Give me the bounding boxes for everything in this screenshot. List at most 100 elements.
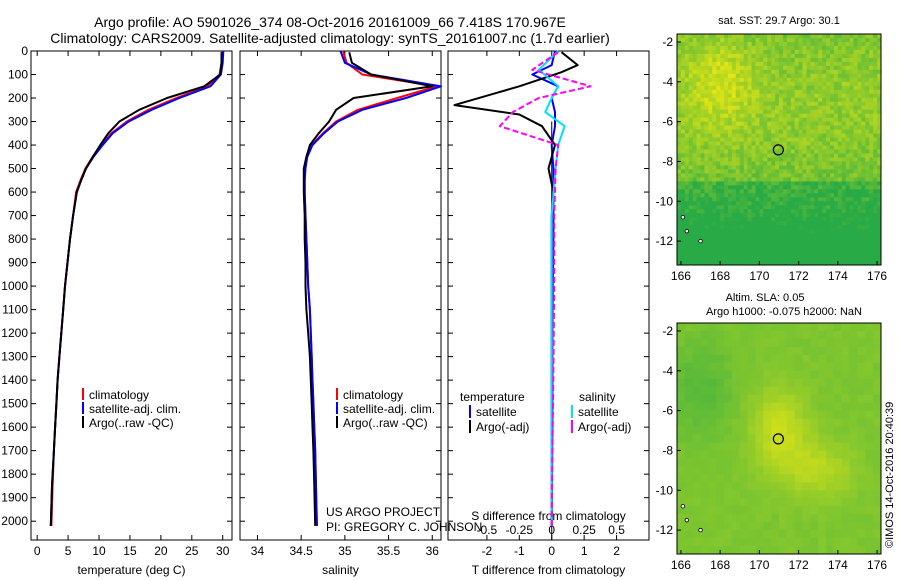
- map-cell: [837, 53, 843, 59]
- map-cell: [755, 113, 760, 119]
- map-cell: [692, 137, 697, 142]
- map-cell: [720, 185, 725, 190]
- map-cell: [861, 201, 866, 206]
- map-cell: [731, 418, 741, 427]
- map-cell: [708, 442, 717, 451]
- map-cell: [680, 89, 686, 95]
- map-cell: [755, 193, 760, 198]
- map-cell: [743, 209, 748, 214]
- map-cell: [692, 77, 697, 83]
- map-cell: [853, 233, 858, 238]
- map-cell: [810, 394, 819, 404]
- map-cell: [845, 133, 850, 138]
- map-cell: [704, 113, 709, 119]
- map-cell: [873, 442, 882, 451]
- map-cell: [822, 101, 827, 107]
- map-cell: [728, 153, 733, 158]
- map-cell: [865, 354, 874, 364]
- map-cell: [841, 65, 847, 71]
- map-cell: [865, 137, 870, 142]
- map-cell: [779, 157, 784, 162]
- map-cell: [822, 121, 827, 126]
- map-cell: [739, 225, 745, 230]
- map-cell: [861, 61, 866, 67]
- map-cell: [802, 331, 811, 340]
- map-cell: [798, 149, 803, 154]
- map-cell: [747, 49, 752, 55]
- map-cell: [680, 173, 686, 178]
- map-cell: [849, 85, 854, 91]
- map-cell: [818, 378, 827, 388]
- map-cell: [818, 165, 823, 170]
- map-cell: [782, 197, 788, 202]
- map-cell: [814, 145, 819, 150]
- map-cell: [849, 42, 854, 47]
- map-cell: [779, 77, 784, 83]
- map-cell: [814, 165, 819, 170]
- map-cell: [759, 161, 764, 166]
- map-cell: [739, 331, 748, 340]
- map-cell: [853, 221, 858, 226]
- map-cell: [684, 81, 690, 87]
- map-cell: [696, 93, 701, 99]
- map-cell: [786, 89, 792, 95]
- map-cell: [841, 181, 847, 186]
- map-cell: [790, 193, 796, 198]
- map-cell: [818, 181, 823, 186]
- map-cell: [684, 466, 693, 475]
- map-cell: [857, 402, 866, 412]
- map-cell: [775, 89, 780, 95]
- map-cell: [806, 173, 811, 178]
- map-cell: [794, 61, 799, 67]
- map-cell: [826, 65, 831, 71]
- map-cell: [692, 121, 697, 126]
- map-cell: [877, 113, 882, 119]
- map-cell: [873, 157, 878, 162]
- map-cell: [810, 137, 815, 142]
- map-cell: [873, 514, 882, 523]
- map-cell: [677, 149, 682, 154]
- map-cell: [759, 241, 764, 246]
- map-cell: [810, 121, 815, 126]
- map-cell: [861, 181, 866, 186]
- map-cell: [849, 221, 854, 226]
- map-cell: [841, 506, 850, 515]
- map-cell: [704, 181, 709, 186]
- map-cell: [767, 245, 772, 250]
- map-cell: [724, 69, 729, 75]
- map-cell: [692, 117, 697, 122]
- map-cell: [814, 213, 819, 218]
- map-cell: [704, 161, 709, 166]
- map-cell: [810, 125, 815, 130]
- map-cell: [779, 538, 788, 547]
- map-cell: [743, 221, 748, 226]
- map-cell: [782, 105, 788, 111]
- map-cell: [822, 157, 827, 162]
- map-cell: [708, 109, 713, 115]
- map-cell: [861, 185, 866, 190]
- map-cell: [873, 89, 878, 95]
- map-cell: [708, 434, 717, 443]
- map-cell: [786, 77, 792, 83]
- map-cell: [873, 61, 878, 67]
- map-cell: [692, 522, 701, 531]
- map-cell: [873, 49, 878, 55]
- map-cell: [704, 109, 709, 115]
- map-cell: [786, 241, 792, 246]
- map-cell: [724, 530, 733, 539]
- map-cell: [833, 81, 839, 87]
- map-cell: [708, 169, 713, 174]
- map-cell: [877, 129, 882, 134]
- map-cell: [830, 221, 835, 226]
- map-cell: [822, 125, 827, 130]
- map-cell: [755, 506, 764, 515]
- map-cell: [786, 323, 795, 332]
- map-cell: [826, 157, 831, 162]
- map-cell: [739, 77, 745, 83]
- map-cell: [841, 466, 850, 475]
- map-cell: [849, 181, 854, 186]
- map-cell: [857, 38, 862, 43]
- map-cell: [692, 442, 701, 451]
- map-cell: [794, 133, 799, 138]
- map-cell: [759, 61, 764, 67]
